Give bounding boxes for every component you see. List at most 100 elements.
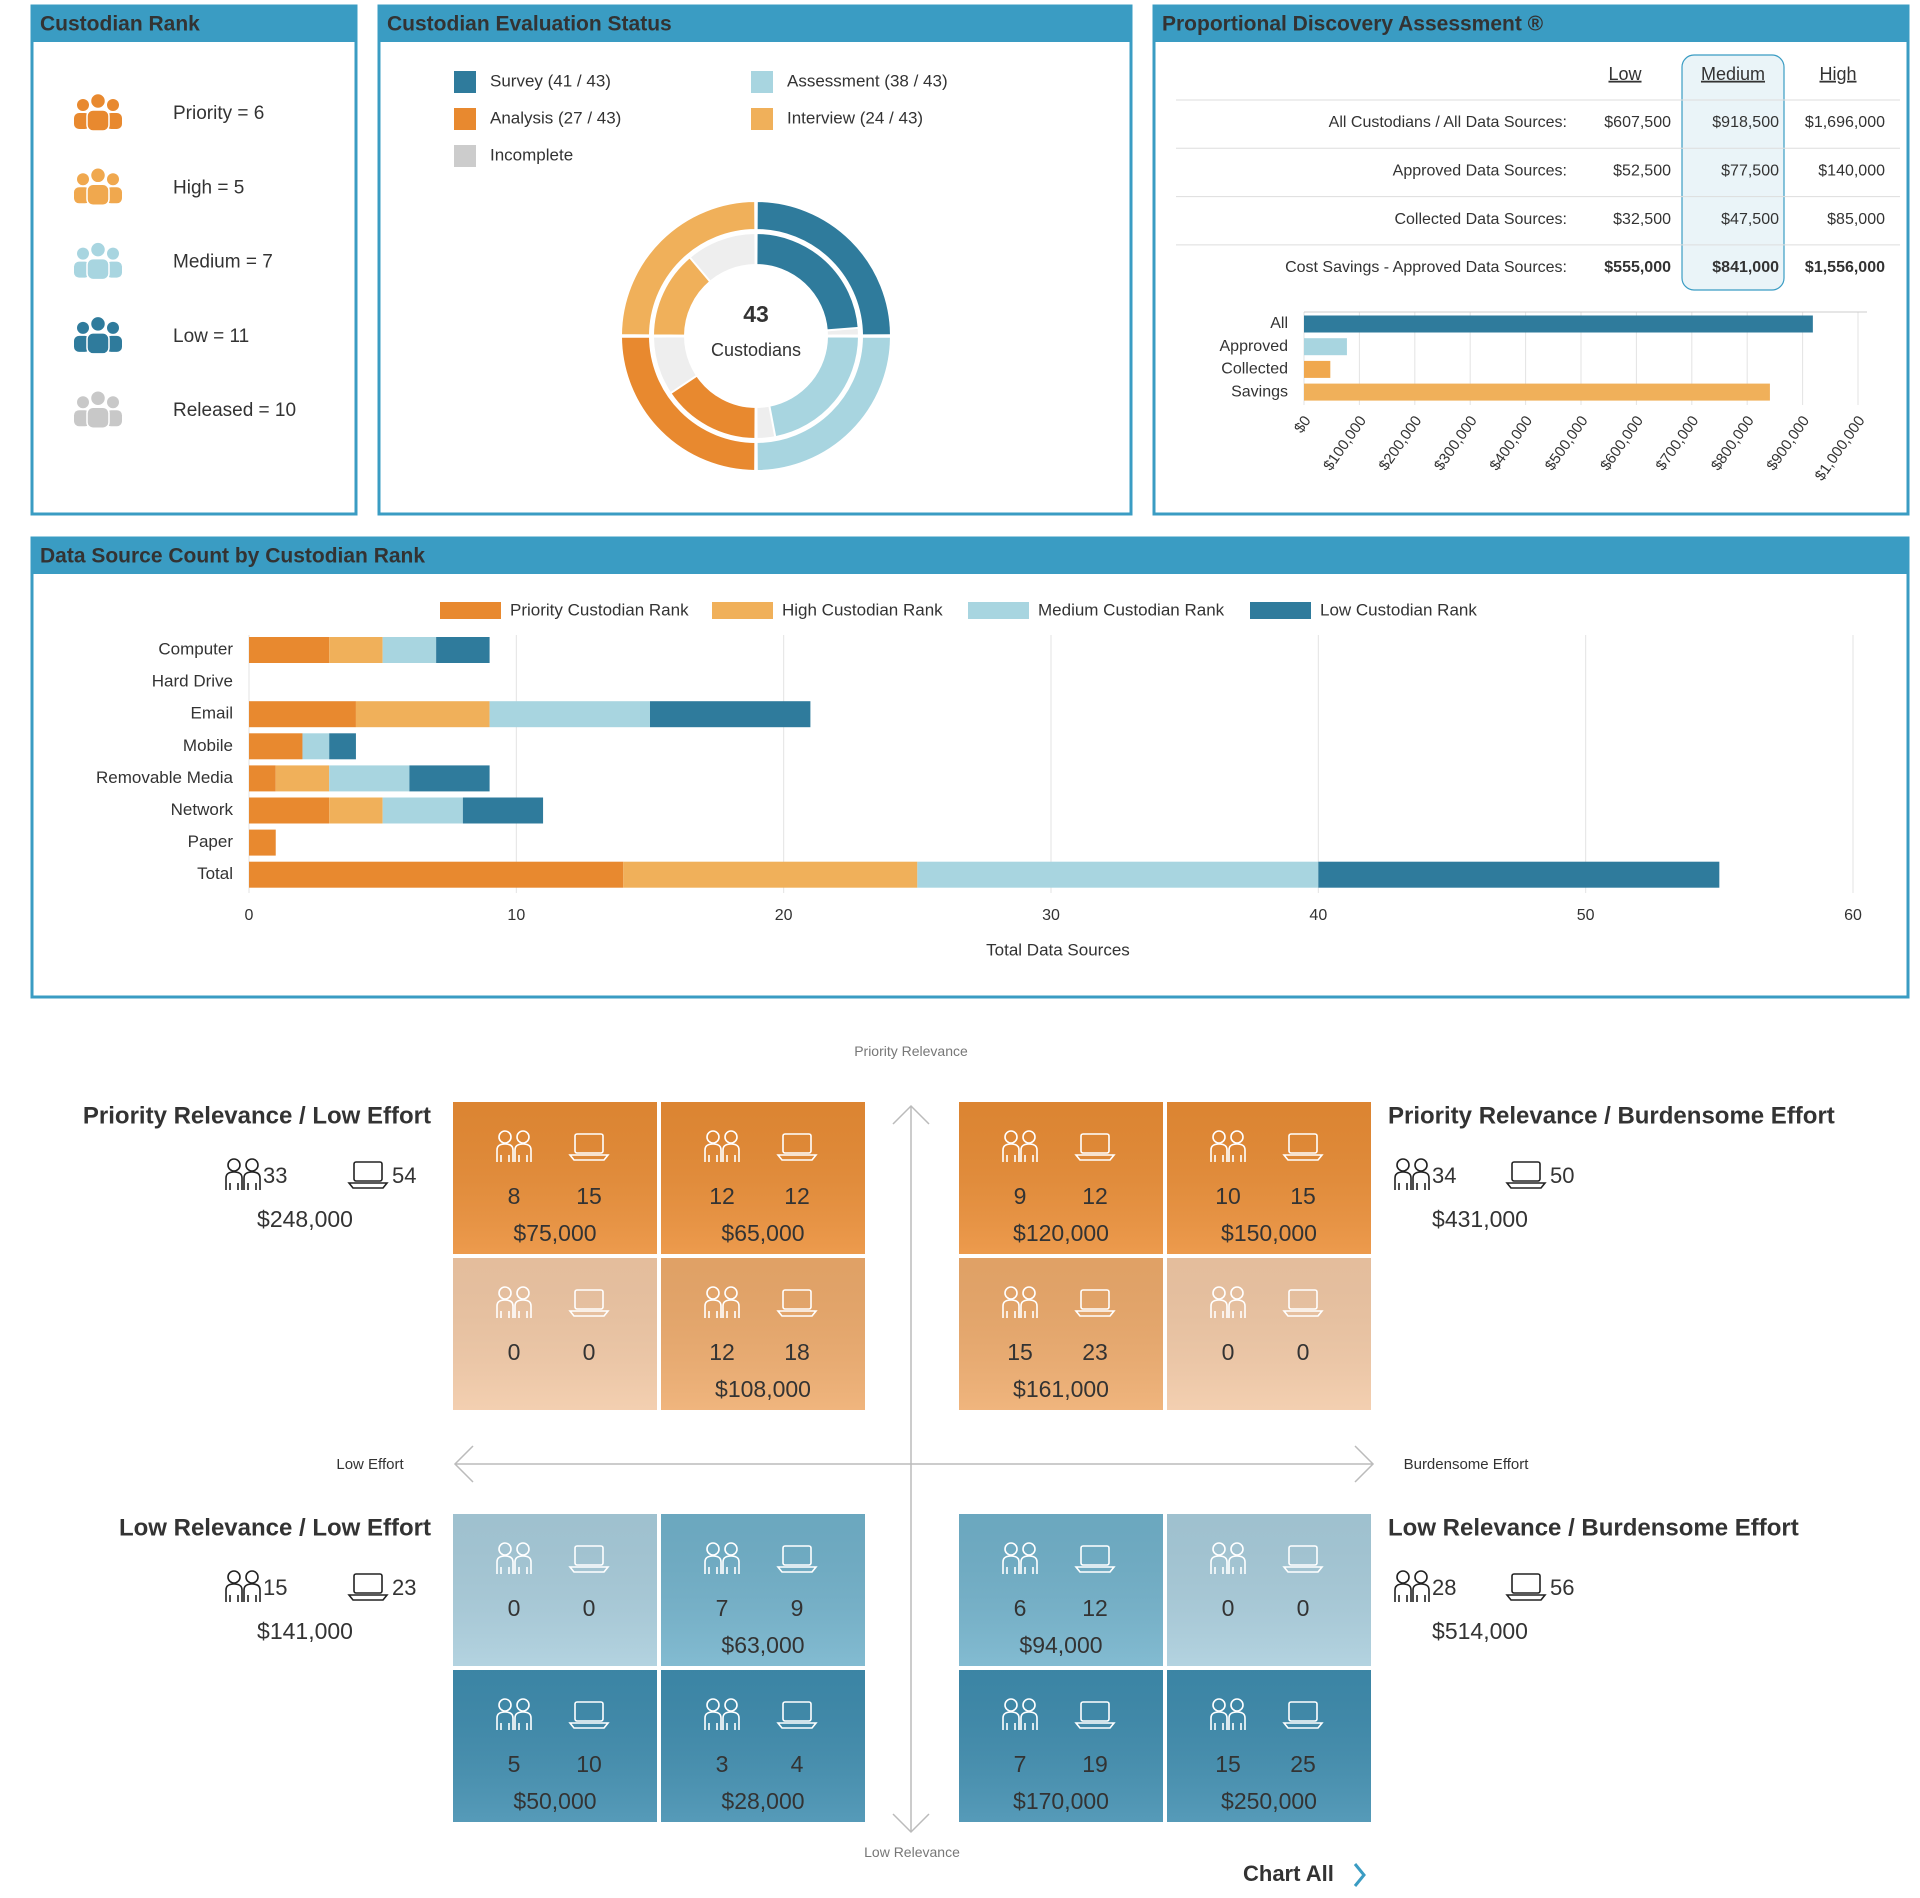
people-icon	[496, 1542, 532, 1574]
cell-value: $47,500	[1721, 211, 1779, 228]
custodian-count: 28	[1432, 1575, 1456, 1600]
cell-shade	[1167, 1258, 1371, 1410]
icon-part	[89, 167, 107, 184]
chart-all-chevron[interactable]	[1353, 1863, 1366, 1887]
icon-part	[1230, 1542, 1244, 1556]
icon-part	[89, 92, 107, 110]
legend-swatch	[1250, 602, 1311, 619]
cell-shade	[1167, 1514, 1371, 1666]
people-icon	[225, 1570, 261, 1602]
progress-segment	[768, 335, 861, 439]
row-label: Approved Data Sources:	[1393, 163, 1567, 180]
bar-segment	[249, 733, 303, 760]
people-icon	[1210, 1286, 1246, 1318]
y-tick-label: Total	[197, 864, 233, 883]
icon-part	[1080, 1545, 1110, 1566]
icon-part	[86, 109, 110, 132]
icon-part	[1002, 1555, 1020, 1574]
cell-sources: 4	[791, 1751, 804, 1777]
icon-part	[1022, 1698, 1036, 1712]
panel-title: Custodian Rank	[40, 13, 200, 36]
panel-header	[32, 6, 356, 42]
bar-segment	[329, 797, 383, 824]
cell-sources: 12	[784, 1183, 810, 1209]
x-tick-label: 60	[1844, 907, 1862, 924]
column-header[interactable]: Medium	[1701, 64, 1765, 84]
panel-header	[1154, 6, 1908, 42]
icon-part	[1210, 1555, 1228, 1574]
cell-sources: 23	[1082, 1339, 1108, 1365]
people-icon	[704, 1698, 740, 1730]
bar-segment	[382, 637, 437, 663]
rank-label: Released = 10	[173, 400, 296, 421]
legend-label: Medium Custodian Rank	[1038, 600, 1225, 619]
cell-value: $1,696,000	[1805, 114, 1885, 131]
icon-part	[782, 1289, 812, 1310]
cell-cost: $108,000	[715, 1376, 811, 1402]
people-icon	[1002, 1130, 1038, 1162]
icon-part	[722, 1555, 740, 1574]
column-header[interactable]: High	[1819, 64, 1856, 84]
panel-header	[379, 6, 1131, 42]
people-icon	[1394, 1570, 1430, 1602]
icon-part	[498, 1130, 512, 1144]
icon-part	[1210, 1711, 1228, 1730]
chart-all-link[interactable]: Chart All	[1243, 1861, 1334, 1886]
x-tick-label: 40	[1309, 907, 1327, 924]
cell-sources: 0	[1297, 1339, 1310, 1365]
bar-segment	[329, 637, 383, 663]
y-tick-label: Savings	[1231, 383, 1288, 400]
icon-part	[498, 1698, 512, 1712]
icon-part	[1080, 1701, 1110, 1722]
cell-cost: $28,000	[721, 1788, 804, 1814]
icon-part	[704, 1299, 722, 1318]
people-icon	[704, 1542, 740, 1574]
icon-part	[1288, 1701, 1318, 1722]
icon-part	[1212, 1130, 1226, 1144]
laptop-icon	[776, 1701, 818, 1729]
laptop-icon	[1282, 1545, 1324, 1573]
cell-sources: 15	[576, 1183, 602, 1209]
cell-value: $77,500	[1721, 163, 1779, 180]
icon-part	[1228, 1299, 1246, 1318]
cell-shade	[453, 1102, 657, 1254]
y-tick-label: Computer	[158, 639, 233, 658]
bar-segment	[249, 637, 330, 663]
arrow-head	[892, 1104, 930, 1125]
cell-custodians: 8	[508, 1183, 521, 1209]
legend-label: Assessment (38 / 43)	[787, 71, 948, 90]
icon-part	[74, 187, 90, 204]
icon-part	[1282, 1722, 1324, 1729]
icon-part	[1505, 1594, 1547, 1601]
person-icon	[74, 167, 122, 207]
icon-part	[1282, 1310, 1324, 1317]
icon-part	[724, 1130, 738, 1144]
icon-part	[107, 321, 119, 334]
column-highlight	[1681, 54, 1785, 291]
icon-part	[77, 173, 89, 186]
icon-part	[106, 410, 122, 427]
laptop-icon	[347, 1573, 389, 1601]
outer-ring-segment	[755, 199, 893, 337]
laptop-icon	[568, 1701, 610, 1729]
legend-swatch	[440, 602, 501, 619]
icon-part	[722, 1299, 740, 1318]
bar-segment	[917, 861, 1319, 888]
laptop-icon	[568, 1133, 610, 1161]
icon-part	[107, 99, 119, 111]
cell-cost: $161,000	[1013, 1376, 1109, 1402]
icon-part	[1394, 1583, 1412, 1602]
icon-part	[86, 406, 110, 429]
source-count: 54	[392, 1163, 416, 1188]
column-header[interactable]: Low	[1608, 64, 1642, 84]
icon-part	[1396, 1158, 1410, 1172]
arrow-head	[892, 1813, 930, 1834]
panel-title: Proportional Discovery Assessment ®	[1162, 13, 1544, 36]
outer-ring-segment	[755, 335, 893, 473]
bar-segment	[623, 861, 918, 888]
icon-part	[516, 1130, 530, 1144]
laptop-icon	[1505, 1161, 1547, 1189]
custodian-count: 34	[1432, 1163, 1456, 1188]
